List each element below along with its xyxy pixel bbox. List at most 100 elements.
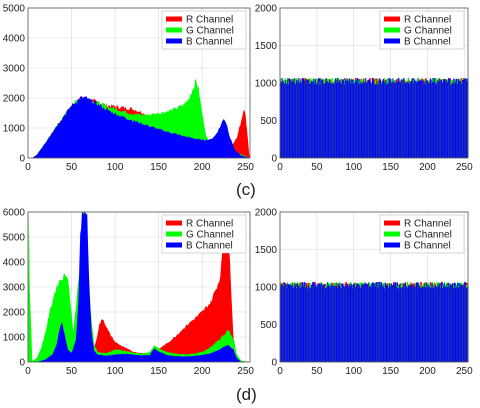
y-tick-label: 2000 xyxy=(3,94,26,105)
bar-b-channel xyxy=(447,80,449,158)
bar-b-channel xyxy=(398,82,401,158)
bar-b-channel xyxy=(299,287,301,362)
bar-b-channel xyxy=(318,78,321,158)
bar-b-channel xyxy=(450,84,452,158)
bar-b-channel xyxy=(327,284,329,362)
bar-b-channel xyxy=(393,83,395,158)
bar-b-channel xyxy=(415,287,417,362)
bar-b-channel xyxy=(423,286,425,362)
bar-b-channel xyxy=(364,283,366,362)
bar-b-channel xyxy=(365,83,368,158)
bar-b-channel xyxy=(390,283,393,362)
bar-b-channel xyxy=(409,82,412,158)
bar-b-channel xyxy=(367,80,369,158)
bar-b-channel xyxy=(386,79,388,158)
bar-b-channel xyxy=(454,282,456,362)
legend-label-g: G Channel xyxy=(404,230,452,241)
bar-b-channel xyxy=(457,282,459,362)
chart-c-right: 0 50 100 150 200 250 0 500 1000 1500 2000 R Channel… xyxy=(255,4,473,174)
bar-b-channel xyxy=(443,79,445,158)
x-tick-label: 50 xyxy=(311,366,323,377)
bar-b-channel xyxy=(302,286,304,362)
bar-b-channel xyxy=(463,282,465,362)
bar-b-channel xyxy=(352,284,354,362)
bar-b-channel xyxy=(388,285,390,362)
bar-b-channel xyxy=(371,78,373,158)
bar-b-channel xyxy=(337,287,339,362)
x-tick-label: 0 xyxy=(277,366,283,377)
bar-b-channel xyxy=(419,81,421,158)
bar-b-channel xyxy=(362,284,364,362)
bar-b-channel xyxy=(412,83,415,158)
bar-b-channel xyxy=(358,287,360,362)
bar-b-channel xyxy=(351,284,353,362)
bar-b-channel xyxy=(289,284,291,362)
bar-b-channel xyxy=(335,286,337,362)
bar-b-channel xyxy=(375,84,377,158)
bar-b-channel xyxy=(377,84,379,158)
bar-b-channel xyxy=(329,82,332,158)
bar-b-channel xyxy=(443,79,445,158)
bar-b-channel xyxy=(343,287,346,362)
bar-b-channel xyxy=(411,78,413,158)
bar-b-channel xyxy=(418,80,420,158)
bar-b-channel xyxy=(285,80,287,158)
bar-b-channel xyxy=(385,84,387,158)
bar-b-channel xyxy=(390,286,392,362)
bar-b-channel xyxy=(401,287,404,362)
bar-b-channel xyxy=(338,82,340,158)
bar-b-channel xyxy=(391,82,393,158)
bar-b-channel xyxy=(324,288,326,362)
bar-b-channel xyxy=(340,288,343,362)
bar-b-channel xyxy=(335,78,337,158)
bar-b-channel xyxy=(315,79,317,158)
legend-label-r: R Channel xyxy=(404,219,451,230)
bar-b-channel xyxy=(282,284,284,362)
chart-c-left: 0 50 100 150 200 250 0 1000 2000 3000 4000 5000 R Ch… xyxy=(3,4,255,174)
bar-b-channel xyxy=(343,79,345,158)
bar-b-channel xyxy=(338,79,340,158)
bar-b-channel xyxy=(421,80,423,158)
bar-b-channel xyxy=(437,81,440,158)
bar-b-channel xyxy=(439,81,441,158)
bar-b-channel xyxy=(292,286,294,362)
bar-b-channel xyxy=(437,286,440,362)
bar-b-channel xyxy=(330,282,332,362)
bar-b-channel xyxy=(309,83,311,158)
bar-b-channel xyxy=(285,83,288,158)
x-tick-label: 100 xyxy=(345,162,362,173)
bar-b-channel xyxy=(325,287,327,362)
bar-b-channel xyxy=(455,288,457,362)
bar-b-channel xyxy=(392,284,394,362)
bar-b-channel xyxy=(414,285,416,362)
legend-label-g: G Channel xyxy=(186,230,234,241)
bar-b-channel xyxy=(360,286,362,362)
bar-b-channel xyxy=(434,285,437,362)
y-tick-label: 0 xyxy=(19,154,25,165)
bar-b-channel xyxy=(416,282,418,362)
bar-b-channel xyxy=(454,82,456,158)
bar-b-channel xyxy=(399,283,401,362)
bar-b-channel xyxy=(329,286,331,362)
bar-b-channel xyxy=(414,80,416,158)
bar-b-channel xyxy=(325,78,327,158)
bar-b-channel xyxy=(405,83,407,158)
bar-b-channel xyxy=(452,283,454,362)
bar-b-channel xyxy=(361,83,363,158)
bar-b-channel xyxy=(308,79,310,158)
legend-label-b: B Channel xyxy=(404,37,451,48)
bar-b-channel xyxy=(321,284,323,362)
bar-b-channel xyxy=(433,286,435,362)
bar-b-channel xyxy=(381,283,383,362)
bar-b-channel xyxy=(388,78,390,158)
bar-b-channel xyxy=(456,286,458,362)
bar-b-channel xyxy=(383,80,385,158)
bar-b-channel xyxy=(299,82,301,158)
bar-b-channel xyxy=(318,78,320,158)
bar-b-channel xyxy=(363,283,365,362)
bar-b-channel xyxy=(294,83,296,158)
bar-b-channel xyxy=(426,283,428,362)
bar-b-channel xyxy=(322,79,324,158)
bar-b-channel xyxy=(393,283,395,362)
bar-b-channel xyxy=(318,285,321,362)
